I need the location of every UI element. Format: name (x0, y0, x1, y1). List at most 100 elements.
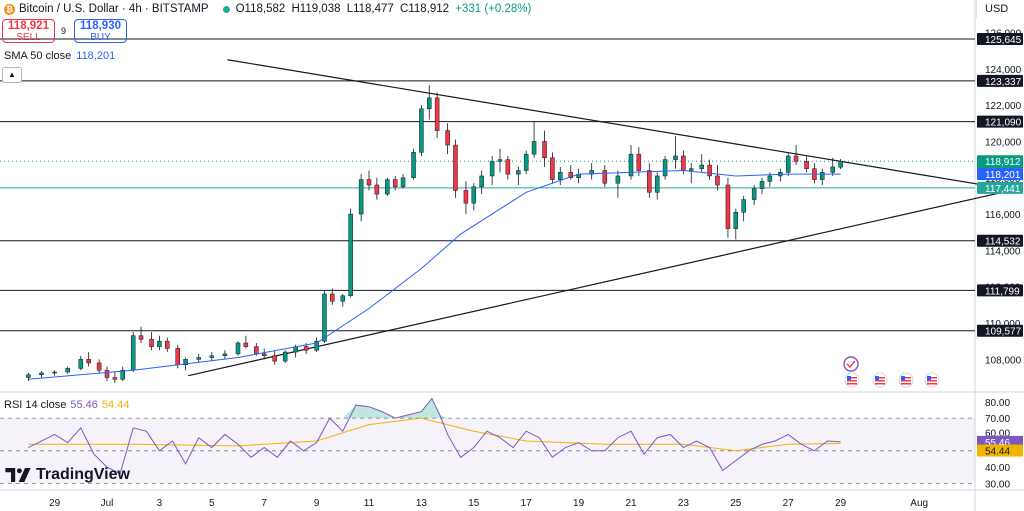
candle-body (86, 359, 91, 364)
market-status-icon (222, 5, 230, 13)
candle-body (497, 159, 503, 162)
candle-body (542, 141, 547, 159)
candle-down (542, 130, 547, 167)
sma-label: SMA 50 close (4, 50, 72, 62)
time-tick-label: 17 (521, 498, 533, 509)
buy-button[interactable]: 118,930 BUY (74, 19, 127, 43)
candle-up (673, 136, 678, 169)
candle-body (681, 155, 686, 171)
symbol-title[interactable]: Bitcoin / U.S. Dollar · 4h · BITSTAMP (19, 3, 209, 15)
candle-up (52, 370, 57, 376)
time-tick-label: 5 (209, 498, 215, 509)
candle-up (741, 195, 746, 222)
candle-up (733, 208, 739, 240)
price-tick-label: 116,000 (985, 210, 1021, 221)
candle-down (550, 152, 555, 184)
time-tick-label: 29 (835, 498, 847, 509)
rsi-overbought-fill (28, 398, 841, 419)
candle-up (209, 352, 215, 362)
collapse-indicators-button[interactable]: ▲ (2, 67, 22, 83)
price-label-bg (977, 32, 1023, 45)
price-label-bg (977, 234, 1023, 247)
time-tick-label: 21 (625, 498, 637, 509)
candle-up (26, 372, 31, 382)
time-tick-label: 25 (730, 498, 742, 509)
tradingview-logo-icon (5, 468, 31, 482)
horizontal-levels (0, 38, 975, 332)
currency-selector[interactable]: USD (976, 0, 1024, 18)
candle-up (39, 371, 44, 378)
candle-up (120, 366, 125, 382)
candle-up (322, 290, 327, 343)
candle-up (497, 148, 503, 173)
candle-down (434, 92, 440, 138)
sell-button[interactable]: 118,921 SELL (2, 19, 55, 43)
change-value: +331 (+0.28%) (455, 3, 532, 15)
candle-down (374, 177, 380, 200)
candle-body (112, 377, 118, 380)
flag-stripe (847, 377, 857, 379)
candle-body (558, 172, 563, 180)
candle-up (348, 208, 353, 298)
candle-body (340, 295, 346, 302)
time-tick-label: 23 (678, 498, 690, 509)
flag-canton (901, 376, 905, 380)
candle-up (662, 155, 668, 180)
candle-up (400, 174, 406, 189)
event-markers[interactable] (843, 356, 940, 388)
candle-body (366, 179, 372, 186)
candle-body (568, 172, 573, 179)
time-tick-label: 19 (573, 498, 585, 509)
candle-body (463, 190, 469, 204)
candle-up (471, 183, 477, 211)
candle-down (138, 326, 144, 343)
candle-up (479, 170, 484, 195)
us-flag-icon (844, 372, 860, 388)
candle-body (411, 152, 416, 179)
candle-body (419, 108, 424, 153)
candle-body (689, 168, 694, 171)
time-tick-label: 11 (364, 498, 375, 509)
us-flag-icon (898, 372, 914, 388)
candle-body (272, 355, 277, 362)
candle-body (120, 369, 125, 380)
candle-body (39, 372, 44, 376)
candle-down (725, 177, 731, 238)
candle-down (272, 350, 277, 365)
candle-body (175, 348, 180, 366)
events-check (846, 360, 856, 369)
sma-value: 118,201 (76, 50, 116, 62)
rsi-legend[interactable]: RSI 14 close 55.46 54.44 (4, 399, 129, 411)
candle-body (531, 141, 537, 155)
time-tick-label: 9 (314, 498, 320, 509)
flag-stripe (927, 377, 937, 379)
time-axis[interactable]: 29 Jul 3 5 7 9 11 13 15 17 19 21 23 25 27 29 Aug (49, 498, 928, 509)
candle-body (804, 161, 809, 169)
rsi-tick-label: 70.00 (985, 414, 1010, 425)
candle-up (427, 85, 432, 120)
price-label: 114,532 (985, 237, 1021, 248)
candle-body (445, 130, 450, 146)
bitcoin-icon: ₿ (4, 3, 15, 15)
candle-down (261, 348, 267, 360)
candle-down (636, 146, 642, 176)
time-tick-label: 13 (416, 498, 428, 509)
rsi-ma-line (28, 417, 841, 452)
price-axis[interactable]: 108,000110,000112,000114,000116,000118,0… (977, 29, 1024, 491)
candle-body (282, 351, 288, 362)
rsi-tick-label: 60.00 (985, 428, 1010, 439)
price-label-bg (977, 324, 1023, 337)
candle-body (209, 355, 215, 358)
candle-body (673, 155, 678, 160)
events-icon (843, 356, 859, 372)
candle-body (550, 157, 555, 180)
candle-body (523, 153, 529, 171)
sell-price: 118,921 (8, 20, 49, 32)
candle-up (358, 174, 364, 222)
candle-body (751, 188, 757, 200)
rsi-tick-label: 30.00 (985, 479, 1010, 490)
sma-legend[interactable]: SMA 50 close 118,201 (4, 50, 115, 62)
candle-body (149, 339, 154, 347)
